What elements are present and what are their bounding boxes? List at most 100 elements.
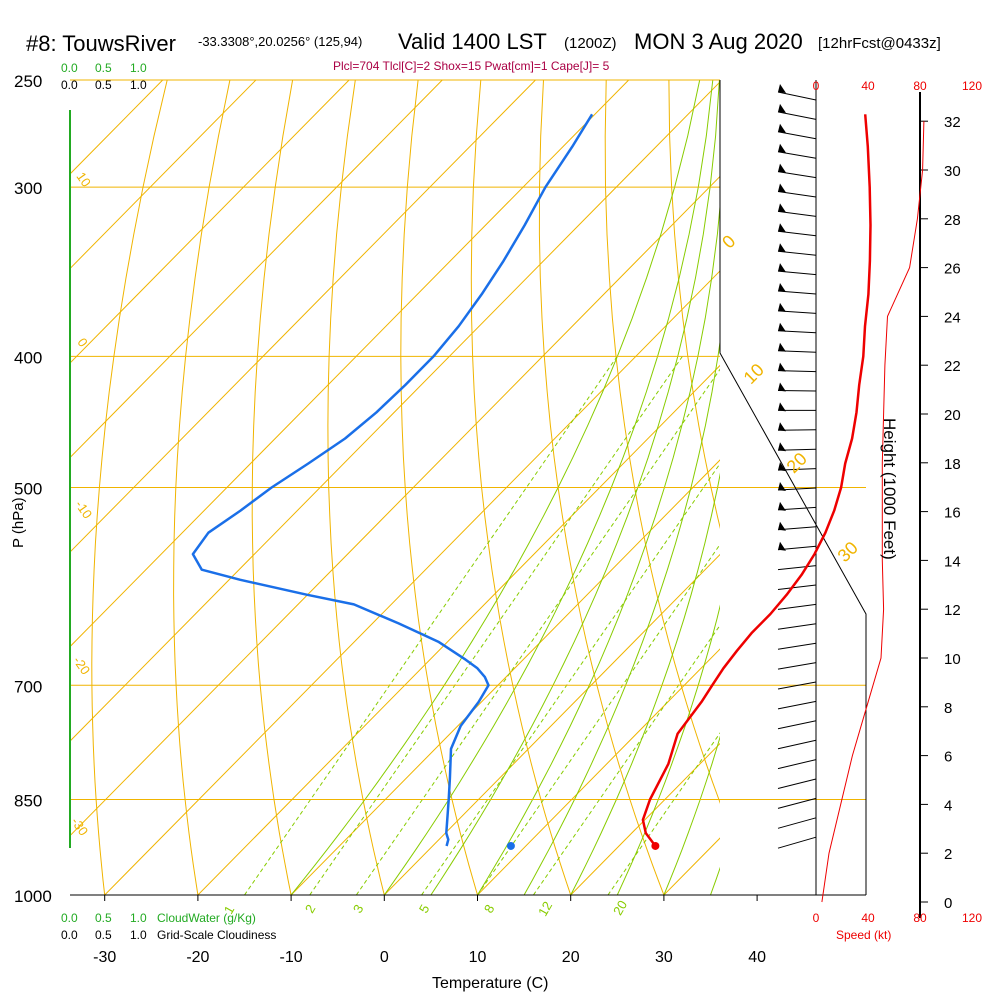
mixing-ratio-12 xyxy=(533,624,720,895)
mixing-ratio-2 xyxy=(309,356,683,895)
surface-temperature-point xyxy=(651,841,660,850)
dewpoint-profile xyxy=(191,113,594,847)
wind-barb-pennant xyxy=(778,342,786,352)
wind-barb xyxy=(777,91,817,101)
moist-adiabat--10 xyxy=(290,80,701,895)
wind-barb xyxy=(777,739,817,750)
height-label-22: 22 xyxy=(944,358,961,375)
y-axis-title: P (hPa) xyxy=(10,497,27,548)
dry-adiabat--20 xyxy=(173,80,231,895)
mixing-ratio-20 xyxy=(607,732,720,895)
wind-barb xyxy=(777,662,817,670)
wind-barb xyxy=(777,778,817,789)
height-label-20: 20 xyxy=(944,407,961,424)
x-axis-title: Temperature (C) xyxy=(432,975,548,992)
wind-barb-pennant xyxy=(778,183,786,193)
adiabat-label-30: 30 xyxy=(834,538,862,566)
height-label-30: 30 xyxy=(944,163,961,180)
pressure-label-400: 400 xyxy=(14,348,42,367)
wind-barb xyxy=(777,700,817,710)
valid-date: MON 3 Aug 2020 xyxy=(634,29,803,54)
isotherm-label--10: -10 xyxy=(72,497,95,521)
isotherm-60 xyxy=(944,80,1000,895)
height-label-16: 16 xyxy=(944,505,961,522)
cloudiness-tick-0-bottom: 0.0 xyxy=(61,928,78,942)
moist-adiabat-20 xyxy=(570,472,720,895)
height-label-18: 18 xyxy=(944,456,961,473)
cloudwater-scale-bottom: 0.0 0.5 1.0 CloudWater (g/Kg) 0.0 0.5 1.… xyxy=(61,911,276,942)
wind-barb-pennant xyxy=(778,243,786,253)
speed-label-top-40: 40 xyxy=(861,79,875,93)
axes xyxy=(69,80,928,918)
wind-barb-pennant xyxy=(778,322,786,332)
wind-barb-pennant xyxy=(778,402,786,412)
pressure-label-700: 700 xyxy=(14,677,42,696)
wind-barb-pennant xyxy=(778,84,786,93)
wind-barb-pennant xyxy=(778,462,786,472)
speed-label-top-120: 120 xyxy=(962,79,982,93)
dry-adiabat-90 xyxy=(920,80,1000,924)
wind-barb xyxy=(777,191,817,198)
wind-barb xyxy=(777,131,817,140)
surface-dewpoint-point xyxy=(506,841,515,850)
pressure-label-500: 500 xyxy=(14,480,42,499)
wind-barb-pennant xyxy=(778,223,786,233)
wind-barb xyxy=(777,759,817,770)
profiles xyxy=(191,113,925,903)
mixing-ratio-1 xyxy=(244,356,618,895)
wind-barb xyxy=(777,210,817,217)
wind-barb xyxy=(777,565,817,571)
isotherm-label-0: 0 xyxy=(74,335,90,350)
wind-barb-pennant xyxy=(778,123,786,133)
cloudiness-label: Grid-Scale Cloudiness xyxy=(157,928,276,942)
temperature-label--10: -10 xyxy=(280,949,303,966)
dry-adiabat-20 xyxy=(470,80,572,895)
wind-barb xyxy=(777,817,817,829)
temperature-label--20: -20 xyxy=(186,949,209,966)
wind-barb-pennant xyxy=(778,263,786,273)
pressure-label-300: 300 xyxy=(14,179,42,198)
mixing-ratio-label-20: 20 xyxy=(610,898,630,918)
height-axis-title: Height (1000 Feet) xyxy=(880,418,899,560)
cloudwater-tick-2: 1.0 xyxy=(130,61,147,75)
speed-label-bottom-120: 120 xyxy=(962,911,982,925)
isotherm-label-10: 10 xyxy=(73,169,94,189)
height-label-8: 8 xyxy=(944,700,952,717)
cloudiness-tick-1: 0.5 xyxy=(95,78,112,92)
dry-adiabat--30 xyxy=(91,80,168,895)
adiabat-label-0: 0 xyxy=(718,231,739,252)
station-title: #8: TouwsRiver xyxy=(26,31,176,56)
wind-barbs xyxy=(777,84,817,849)
isotherm-label--20: -20 xyxy=(70,653,93,677)
height-label-14: 14 xyxy=(944,553,961,570)
height-label-26: 26 xyxy=(944,261,961,278)
temperature-label-30: 30 xyxy=(655,949,673,966)
cloudwater-tick-2-bottom: 1.0 xyxy=(130,911,147,925)
wind-barb xyxy=(777,642,817,650)
adiabat-label-10: 10 xyxy=(740,360,768,388)
mixing-ratio-label-5: 5 xyxy=(416,902,433,916)
cloudiness-tick-2: 1.0 xyxy=(130,78,147,92)
temperature-label--30: -30 xyxy=(93,949,116,966)
zulu-time: (1200Z) xyxy=(564,35,617,52)
wind-barb-pennant xyxy=(778,541,786,551)
isotherm-10 xyxy=(477,648,720,895)
cloudwater-label: CloudWater (g/Kg) xyxy=(157,911,256,925)
pressure-label-250: 250 xyxy=(14,72,42,91)
tick-labels: 0246810121416182022242628303225030040050… xyxy=(14,72,982,966)
cloudwater-scale-top: 0.0 0.5 1.0 0.0 0.5 1.0 xyxy=(61,61,147,92)
wind-barb xyxy=(777,681,817,690)
moist-adiabat-5 xyxy=(430,80,720,895)
dry-adiabat-40 xyxy=(604,80,720,804)
temperature-profile xyxy=(641,114,872,847)
temperature-label-40: 40 xyxy=(748,949,766,966)
height-label-4: 4 xyxy=(944,797,952,814)
moist-adiabat-15 xyxy=(523,338,720,895)
isotherm-0 xyxy=(383,553,720,895)
wind-barb-pennant xyxy=(778,482,786,491)
mixing-ratio-label-12: 12 xyxy=(535,899,555,919)
temperature-label-20: 20 xyxy=(562,949,580,966)
isotherm--80 xyxy=(70,80,443,459)
wind-barb xyxy=(777,623,817,630)
